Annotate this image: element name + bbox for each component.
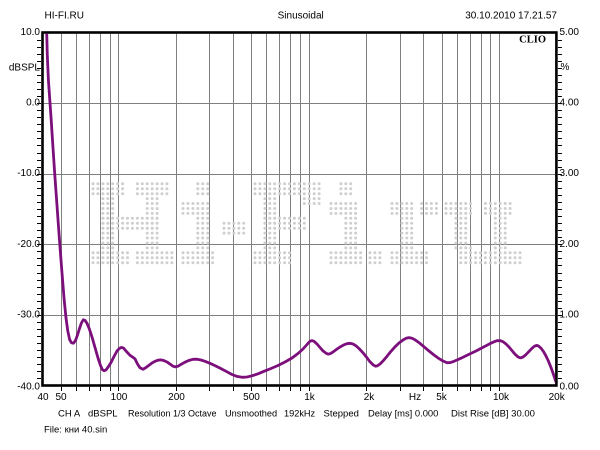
- svg-text:%: %: [561, 62, 570, 73]
- svg-text:CH A: CH A: [58, 409, 81, 420]
- svg-text:1.00: 1.00: [560, 309, 580, 320]
- svg-text:dBSPL: dBSPL: [88, 409, 118, 420]
- svg-text:-10.0: -10.0: [17, 168, 40, 179]
- svg-text:dBSPL: dBSPL: [9, 63, 41, 74]
- svg-text:3.00: 3.00: [560, 168, 580, 179]
- svg-text:Stepped: Stepped: [324, 409, 359, 420]
- svg-text:Hz: Hz: [409, 392, 421, 403]
- svg-text:200: 200: [168, 392, 185, 403]
- svg-text:Unsmoothed: Unsmoothed: [225, 409, 277, 419]
- svg-text:Dist Rise [dB] 30.00: Dist Rise [dB] 30.00: [451, 409, 535, 420]
- svg-text:30.10.2010 17.21.57: 30.10.2010 17.21.57: [465, 11, 557, 22]
- svg-text:Delay [ms] 0.000: Delay [ms] 0.000: [368, 408, 438, 419]
- svg-text:Resolution 1/3 Octave: Resolution 1/3 Octave: [128, 409, 217, 419]
- svg-text:40: 40: [37, 392, 49, 403]
- svg-text:4.00: 4.00: [560, 98, 580, 109]
- svg-text:-20.0: -20.0: [17, 239, 40, 250]
- svg-text:1k: 1k: [304, 392, 316, 403]
- svg-text:192kHz: 192kHz: [284, 409, 316, 419]
- svg-text:100: 100: [111, 392, 128, 403]
- svg-text:10.0: 10.0: [21, 27, 41, 38]
- svg-text:CLIO: CLIO: [519, 35, 546, 46]
- svg-text:-40.0: -40.0: [17, 382, 40, 393]
- svg-text:20k: 20k: [549, 392, 566, 403]
- svg-text:2.00: 2.00: [560, 239, 580, 250]
- svg-text:HI-FI.RU: HI-FI.RU: [45, 11, 84, 22]
- svg-text:File: кни 40.sin: File: кни 40.sin: [44, 425, 107, 436]
- svg-text:Sinusoidal: Sinusoidal: [278, 11, 324, 22]
- svg-text:10k: 10k: [493, 392, 510, 403]
- svg-text:0.0: 0.0: [26, 98, 40, 109]
- svg-text:5k: 5k: [436, 392, 448, 403]
- svg-text:2k: 2k: [364, 392, 376, 403]
- svg-text:-30.0: -30.0: [17, 309, 40, 320]
- svg-text:50: 50: [55, 392, 67, 403]
- svg-text:500: 500: [243, 392, 260, 403]
- svg-text:5.00: 5.00: [560, 27, 580, 38]
- svg-text:0.00: 0.00: [560, 382, 580, 393]
